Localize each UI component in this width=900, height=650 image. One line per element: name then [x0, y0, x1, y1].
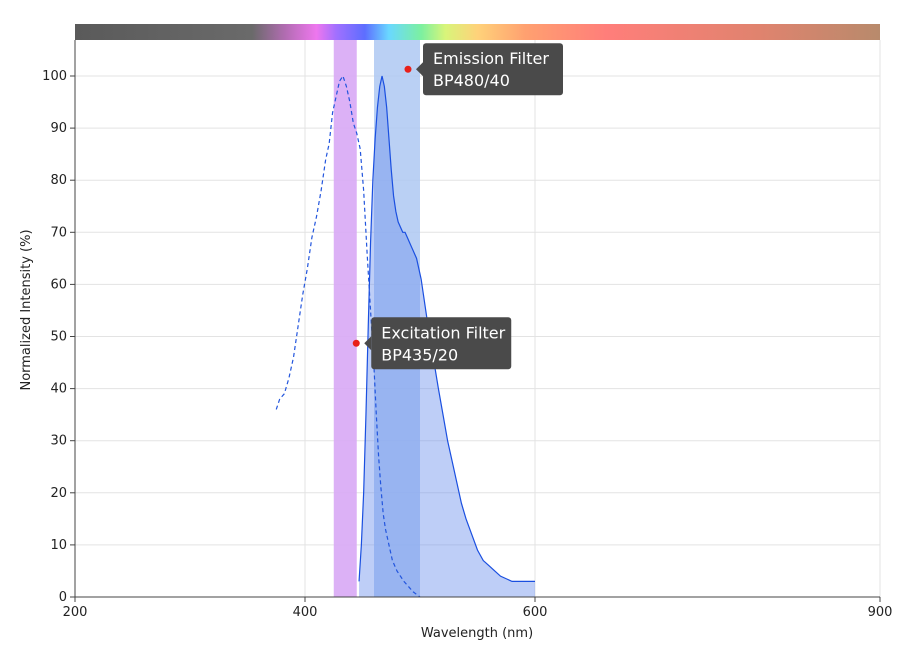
x-tick-label: 400	[293, 605, 318, 620]
x-tick-label: 200	[63, 605, 88, 620]
tick-labels: 0 10 20 30 40 50 60 70 80 90 100 200 400 600 900	[42, 69, 892, 620]
emission-area	[359, 76, 535, 597]
emission-callout-name: Emission Filter	[433, 49, 549, 68]
y-tick-label: 80	[50, 173, 67, 188]
spectrum-color-bar	[75, 24, 880, 40]
excitation-line	[275, 74, 421, 598]
axes	[70, 40, 881, 602]
y-tick-label: 20	[50, 486, 67, 501]
filter-callouts: Emission Filter BP480/40 Excitation Filter…	[352, 43, 563, 370]
excitation-callout-name: Excitation Filter	[381, 323, 505, 342]
y-tick-label: 50	[50, 330, 67, 345]
y-tick-label: 90	[50, 121, 67, 136]
y-tick-label: 10	[50, 538, 67, 553]
emission-callout-marker	[404, 65, 412, 73]
emission-line	[358, 75, 535, 582]
y-tick-label: 100	[42, 69, 67, 84]
y-tick-label: 0	[59, 590, 67, 605]
y-tick-label: 70	[50, 225, 67, 240]
emission-callout-label: BP480/40	[433, 71, 510, 90]
y-axis-title: Normalized Intensity (%)	[19, 229, 34, 390]
excitation-callout-marker	[352, 339, 360, 347]
x-axis-title: Wavelength (nm)	[421, 626, 533, 641]
y-tick-label: 30	[50, 434, 67, 449]
excitation-callout-label: BP435/20	[381, 345, 458, 364]
excitation-filter-band	[333, 40, 357, 597]
excitation-callout-box	[371, 317, 512, 370]
emission-callout-pointer	[416, 62, 423, 77]
x-tick-label: 900	[868, 605, 893, 620]
x-tick-label: 600	[523, 605, 548, 620]
excitation-callout-pointer	[364, 336, 372, 351]
emission-callout-box	[423, 43, 563, 96]
y-tick-label: 60	[50, 277, 67, 292]
series-layer	[275, 74, 535, 598]
y-tick-label: 40	[50, 382, 67, 397]
